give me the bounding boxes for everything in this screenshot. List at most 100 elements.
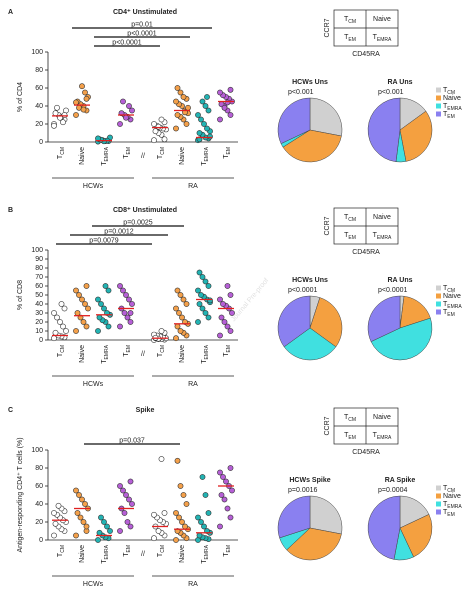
data-point — [177, 89, 184, 96]
y-axis-label: % of CD8 — [17, 280, 24, 310]
data-point — [129, 501, 135, 507]
data-point — [201, 523, 207, 530]
data-point — [229, 487, 235, 494]
x-tick-label-base: T — [157, 552, 164, 557]
x-tick-label: TEMRA — [201, 544, 210, 563]
pie-title: RA Uns — [387, 277, 412, 284]
quadrant-cell: Naive — [373, 414, 391, 421]
comparison-label: p=0.0012 — [104, 228, 133, 235]
legend-label-sub: EM — [447, 312, 455, 318]
legend-swatch — [436, 309, 441, 315]
data-point — [161, 510, 168, 516]
quadrant-cell-sub: EM — [348, 435, 356, 441]
y-tick-label: 100 — [31, 49, 43, 56]
data-point — [217, 296, 223, 303]
group-label: HCWs — [83, 183, 104, 190]
quadrant-cell-sub: EMRA — [377, 37, 392, 43]
data-point — [161, 136, 168, 143]
quadrant-cell: TCM — [344, 16, 356, 25]
quadrant-cell-sub: EMRA — [377, 235, 392, 241]
quadrant-cell-sub: CM — [348, 417, 356, 423]
x-tick-label: TEMRA — [101, 344, 110, 363]
data-point — [126, 296, 132, 303]
x-tick-label-base: T — [201, 359, 208, 364]
data-point — [54, 314, 60, 321]
x-tick-label: Naive — [179, 545, 186, 563]
x-tick-label-sub: CM — [60, 545, 66, 553]
data-point — [96, 314, 103, 321]
pie-title: HCWs Uns — [292, 277, 328, 284]
chart-title: CD4⁺ Unstimulated — [113, 9, 177, 16]
legend-label-sub: CM — [447, 90, 455, 96]
data-point — [180, 492, 187, 498]
legend-label: TEMRA — [443, 301, 462, 310]
data-point — [127, 310, 134, 316]
data-point — [198, 519, 204, 525]
pie-slice — [367, 295, 401, 342]
y-tick-label: 50 — [35, 292, 43, 299]
data-point — [195, 319, 201, 325]
data-point — [227, 328, 234, 334]
y-tick-label: 0 — [39, 337, 43, 344]
data-point — [76, 492, 82, 498]
legend-swatch — [436, 103, 441, 109]
legend-label-base: T — [443, 309, 448, 316]
quadrant-cell: TEMRA — [373, 232, 392, 241]
data-point — [104, 523, 110, 530]
x-tick-label: TEMRA — [101, 146, 110, 165]
legend-label: Naive — [443, 493, 461, 500]
y-tick-label: 40 — [35, 501, 43, 508]
legend-swatch — [436, 285, 441, 291]
pie-slice — [370, 317, 433, 361]
x-tick-label: TCM — [57, 147, 66, 159]
y-tick-label: 20 — [35, 519, 43, 526]
data-point — [129, 107, 135, 114]
quadrant-cell-base: T — [373, 232, 378, 239]
data-point — [123, 114, 129, 121]
data-point — [227, 292, 234, 298]
x-tick-label-base: T — [101, 161, 108, 166]
x-tick-label-sub: EM — [226, 345, 232, 353]
data-point — [121, 310, 128, 316]
y-tick-label: 20 — [35, 121, 43, 128]
legend-label-sub: EMRA — [447, 106, 462, 112]
legend-label-sub: EMRA — [447, 504, 462, 510]
y-tick-label: 100 — [31, 447, 43, 454]
data-point — [73, 532, 79, 539]
data-point — [227, 112, 234, 118]
x-tick-label: TCM — [57, 345, 66, 357]
x-tick-label: Naive — [79, 345, 86, 363]
data-point — [221, 104, 228, 111]
data-point — [51, 310, 57, 316]
data-point — [52, 520, 59, 527]
x-tick-label-sub: CM — [160, 345, 166, 353]
pie-slice — [283, 327, 337, 361]
pie-slice — [399, 110, 433, 162]
data-point — [98, 514, 104, 521]
data-point — [174, 85, 181, 91]
data-point — [79, 296, 85, 303]
x-tick-label: TCM — [157, 545, 166, 557]
group-label: RA — [188, 581, 198, 588]
x-tick-label-sub: EM — [126, 345, 132, 353]
x-tick-label-base: T — [223, 352, 230, 357]
x-tick-label-base: T — [223, 552, 230, 557]
data-point — [227, 514, 234, 521]
quadrant-cell-sub: EM — [348, 37, 356, 43]
data-point — [173, 125, 179, 132]
legend-label: TEM — [443, 509, 455, 518]
data-point — [217, 523, 223, 530]
x-tick-label: Naive — [79, 147, 86, 165]
x-tick-label-base: T — [223, 154, 230, 159]
quadrant-cell-sub: EMRA — [377, 435, 392, 441]
x-tick-label: TCM — [157, 147, 166, 159]
x-tick-label: TEMRA — [201, 344, 210, 363]
y-axis-label: % of CD4 — [17, 82, 24, 112]
data-point — [60, 323, 66, 330]
data-point — [173, 537, 179, 543]
data-point — [73, 112, 79, 118]
data-point — [73, 328, 79, 334]
pie-slice — [277, 295, 311, 348]
data-point — [158, 328, 165, 334]
data-point — [221, 496, 228, 503]
